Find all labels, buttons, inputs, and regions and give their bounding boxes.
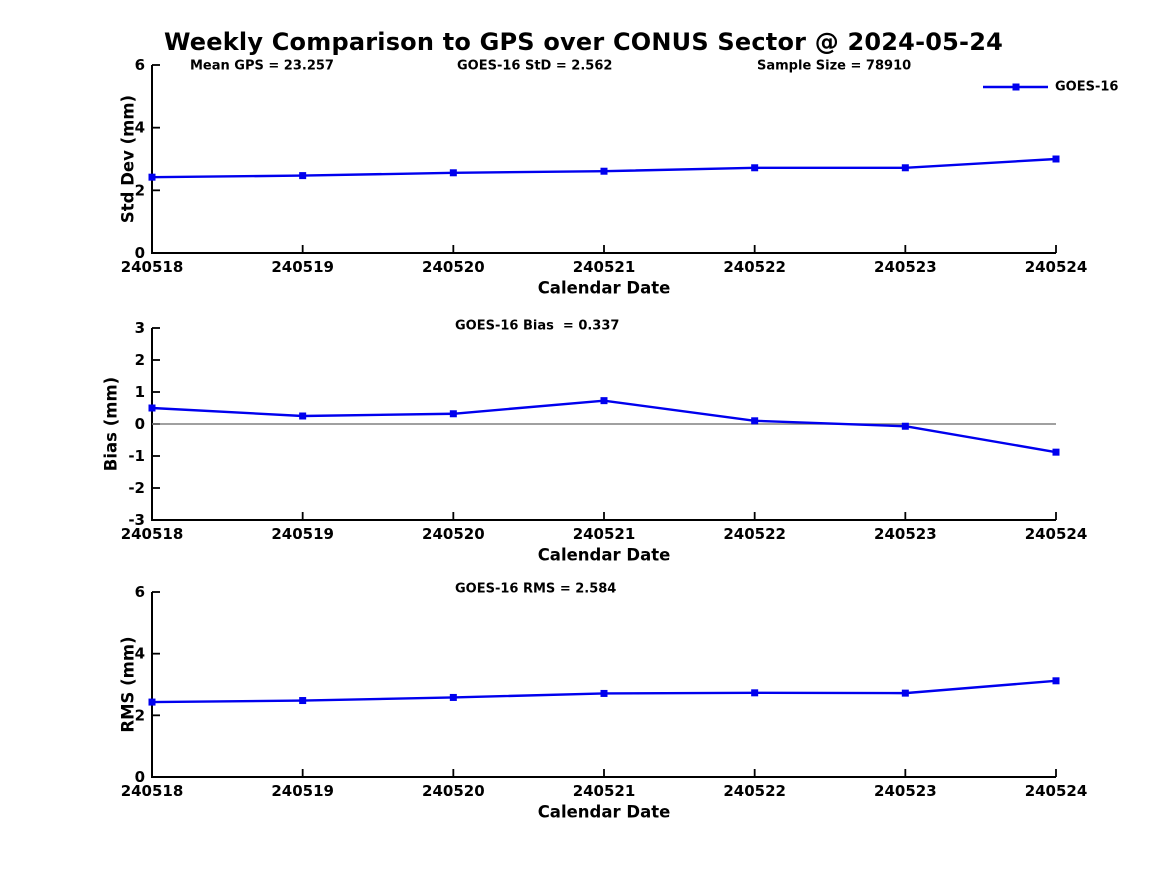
annotation: GOES-16 RMS = 2.584	[455, 582, 616, 597]
axes: -3 -2 -1 0 1 2 3 240518 240519 240520 240521 240522…	[121, 319, 1088, 543]
x-tick-label: 240519	[271, 782, 334, 800]
data-point-marker	[449, 169, 457, 177]
annotation: GOES-16 Bias = 0.337	[455, 319, 619, 334]
data-point-marker	[751, 689, 759, 697]
x-tick-label: 240521	[573, 258, 636, 276]
data-point-marker	[1052, 448, 1060, 456]
legend: GOES-16	[983, 80, 1118, 95]
data-point-marker	[449, 693, 457, 701]
y-tick-label: 2	[135, 181, 145, 199]
x-tick-label: 240523	[874, 258, 937, 276]
bias-plot-svg: -3 -2 -1 0 1 2 3 240518 240519 240520 240521 240522…	[102, 319, 1088, 565]
x-axis-label: Calendar Date	[538, 803, 671, 822]
rms-plot-svg: 0 2 4 6 240518 240519 240520 240521 240522 240523…	[119, 582, 1088, 822]
x-tick-label: 240521	[573, 782, 636, 800]
data-point-marker	[600, 689, 608, 697]
data-point-marker	[299, 412, 307, 420]
data-point-marker	[901, 422, 909, 430]
y-axis-label: Bias (mm)	[102, 377, 121, 471]
subplot-bias: -3 -2 -1 0 1 2 3 240518 240519 240520 240521 240522…	[0, 315, 1167, 565]
axes: 0 2 4 6 240518 240519 240520 240521 240522 240523…	[121, 583, 1088, 800]
data-point-marker	[148, 404, 156, 412]
y-tick-label: 4	[135, 119, 145, 137]
data-point-marker	[299, 697, 307, 705]
x-tick-label: 240518	[121, 258, 184, 276]
data-point-marker	[449, 410, 457, 418]
axes: 0 2 4 6 240518 240519 240520 240521 240522 240523…	[121, 58, 1088, 276]
y-tick-label: 4	[135, 645, 145, 663]
data-point-marker	[148, 173, 156, 181]
y-tick-label: 3	[135, 319, 145, 337]
x-axis-label: Calendar Date	[538, 279, 671, 298]
y-tick-label: 1	[135, 383, 145, 401]
y-tick-label: -1	[128, 447, 145, 465]
x-tick-label: 240518	[121, 782, 184, 800]
y-tick-label: 0	[135, 768, 145, 786]
data-point-marker	[1052, 677, 1060, 685]
x-axis-label: Calendar Date	[538, 546, 671, 565]
x-tick-label: 240524	[1025, 525, 1088, 543]
data-point-marker	[901, 164, 909, 172]
data-point-marker	[751, 164, 759, 172]
data-point-marker	[751, 417, 759, 425]
x-tick-label: 240524	[1025, 782, 1088, 800]
y-tick-label: 0	[135, 244, 145, 262]
series-line	[151, 399, 1057, 454]
std-dev-plot-svg: 0 2 4 6 240518 240519 240520 240521 240522 240523…	[119, 58, 1119, 298]
data-series-GOES-16	[148, 397, 1060, 456]
figure-title: Weekly Comparison to GPS over CONUS Sect…	[163, 28, 1003, 56]
data-point-marker	[1052, 155, 1060, 163]
annotation: Sample Size = 78910	[757, 59, 911, 74]
subplot-rms: 0 2 4 6 240518 240519 240520 240521 240522 240523…	[0, 580, 1167, 830]
data-series-GOES-16	[148, 155, 1060, 181]
x-tick-label: 240521	[573, 525, 636, 543]
y-axis-label: Std Dev (mm)	[119, 95, 138, 223]
x-tick-label: 240520	[422, 525, 485, 543]
annotation: GOES-16 StD = 2.562	[457, 59, 612, 74]
subplot-std-dev: 0 2 4 6 240518 240519 240520 240521 240522 240523…	[0, 58, 1167, 303]
data-point-marker	[901, 689, 909, 697]
data-point-marker	[600, 397, 608, 405]
y-tick-label: 6	[135, 583, 145, 601]
legend-label: GOES-16	[1055, 80, 1118, 95]
data-point-marker	[600, 167, 608, 175]
x-tick-label: 240522	[723, 525, 786, 543]
x-tick-label: 240524	[1025, 258, 1088, 276]
x-tick-label: 240522	[723, 782, 786, 800]
y-axis-label: RMS (mm)	[119, 636, 138, 732]
y-tick-label: 0	[135, 415, 145, 433]
data-point-marker	[299, 172, 307, 180]
x-tick-label: 240520	[422, 258, 485, 276]
x-tick-label: 240522	[723, 258, 786, 276]
x-tick-label: 240523	[874, 782, 937, 800]
x-tick-label: 240518	[121, 525, 184, 543]
y-tick-label: -3	[128, 511, 145, 529]
x-tick-label: 240520	[422, 782, 485, 800]
y-tick-label: 2	[135, 706, 145, 724]
x-tick-label: 240519	[271, 258, 334, 276]
annotation: Mean GPS = 23.257	[190, 59, 334, 74]
y-tick-label: 2	[135, 351, 145, 369]
x-tick-label: 240519	[271, 525, 334, 543]
legend-marker-icon	[1012, 83, 1020, 91]
data-series-GOES-16	[148, 677, 1060, 706]
y-tick-label: -2	[128, 479, 145, 497]
x-tick-label: 240523	[874, 525, 937, 543]
y-tick-label: 6	[135, 58, 145, 74]
data-point-marker	[148, 698, 156, 706]
